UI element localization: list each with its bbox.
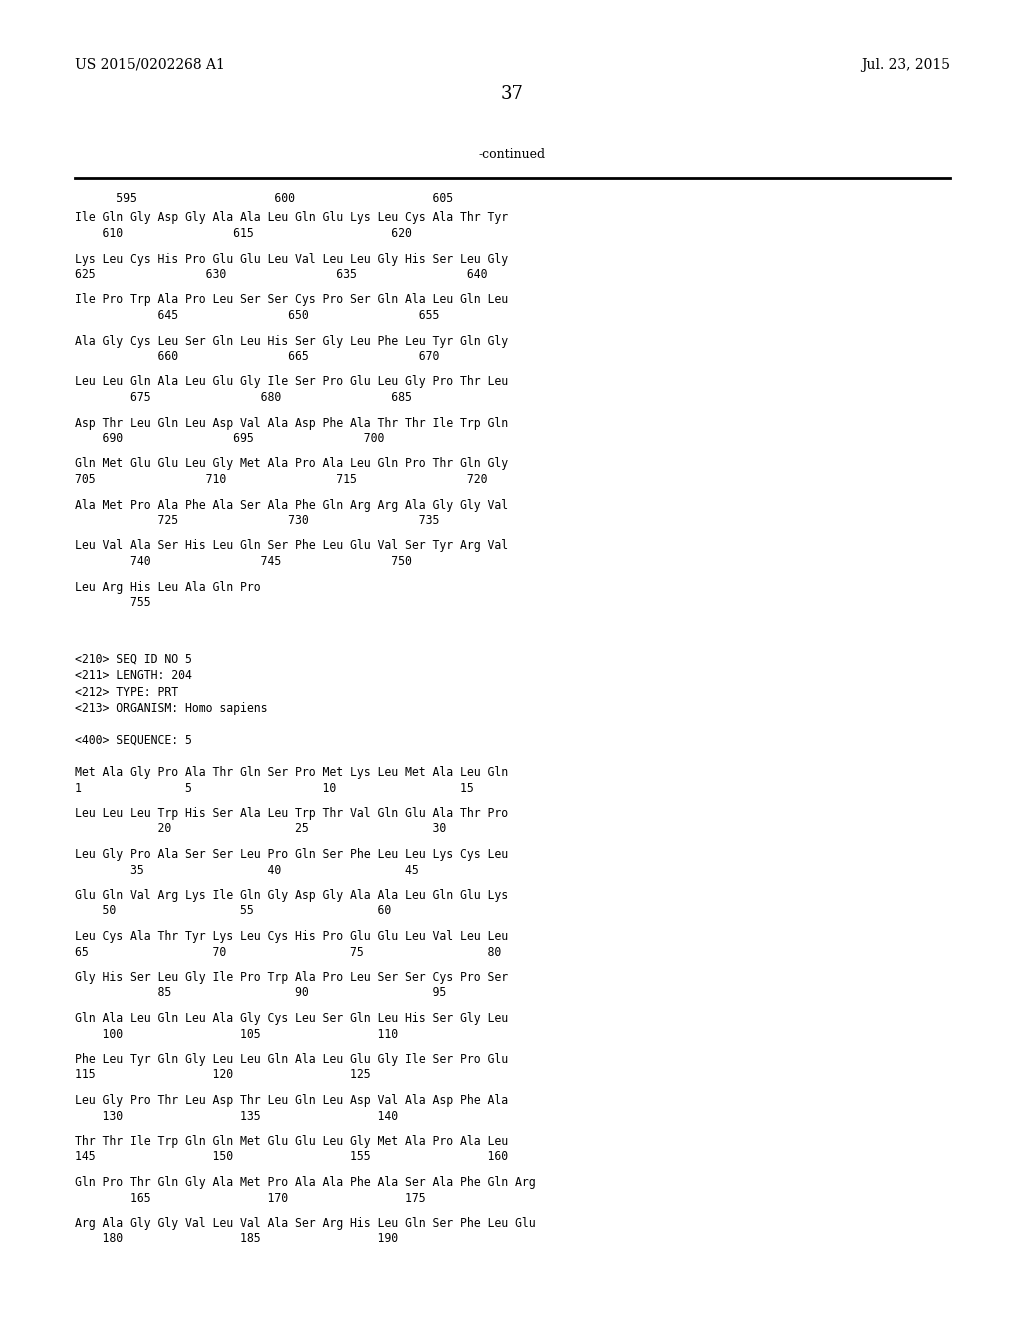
Text: 705                710                715                720: 705 710 715 720 bbox=[75, 473, 487, 486]
Text: Leu Val Ala Ser His Leu Gln Ser Phe Leu Glu Val Ser Tyr Arg Val: Leu Val Ala Ser His Leu Gln Ser Phe Leu … bbox=[75, 540, 508, 553]
Text: 740                745                750: 740 745 750 bbox=[75, 554, 412, 568]
Text: 35                  40                  45: 35 40 45 bbox=[75, 863, 419, 876]
Text: Ile Gln Gly Asp Gly Ala Ala Leu Gln Glu Lys Leu Cys Ala Thr Tyr: Ile Gln Gly Asp Gly Ala Ala Leu Gln Glu … bbox=[75, 211, 508, 224]
Text: 85                  90                  95: 85 90 95 bbox=[75, 986, 446, 999]
Text: Leu Leu Gln Ala Leu Glu Gly Ile Ser Pro Glu Leu Gly Pro Thr Leu: Leu Leu Gln Ala Leu Glu Gly Ile Ser Pro … bbox=[75, 375, 508, 388]
Text: -continued: -continued bbox=[478, 148, 546, 161]
Text: Asp Thr Leu Gln Leu Asp Val Ala Asp Phe Ala Thr Thr Ile Trp Gln: Asp Thr Leu Gln Leu Asp Val Ala Asp Phe … bbox=[75, 417, 508, 429]
Text: Leu Leu Leu Trp His Ser Ala Leu Trp Thr Val Gln Glu Ala Thr Pro: Leu Leu Leu Trp His Ser Ala Leu Trp Thr … bbox=[75, 807, 508, 820]
Text: Gln Met Glu Glu Leu Gly Met Ala Pro Ala Leu Gln Pro Thr Gln Gly: Gln Met Glu Glu Leu Gly Met Ala Pro Ala … bbox=[75, 458, 508, 470]
Text: Leu Gly Pro Thr Leu Asp Thr Leu Gln Leu Asp Val Ala Asp Phe Ala: Leu Gly Pro Thr Leu Asp Thr Leu Gln Leu … bbox=[75, 1094, 508, 1107]
Text: 610                615                    620: 610 615 620 bbox=[75, 227, 412, 240]
Text: 690                695                700: 690 695 700 bbox=[75, 432, 384, 445]
Text: 65                  70                  75                  80: 65 70 75 80 bbox=[75, 945, 502, 958]
Text: Leu Cys Ala Thr Tyr Lys Leu Cys His Pro Glu Glu Leu Val Leu Leu: Leu Cys Ala Thr Tyr Lys Leu Cys His Pro … bbox=[75, 931, 508, 942]
Text: 37: 37 bbox=[501, 84, 523, 103]
Text: Lys Leu Cys His Pro Glu Glu Leu Val Leu Leu Gly His Ser Leu Gly: Lys Leu Cys His Pro Glu Glu Leu Val Leu … bbox=[75, 252, 508, 265]
Text: 595                    600                    605: 595 600 605 bbox=[75, 191, 454, 205]
Text: Ile Pro Trp Ala Pro Leu Ser Ser Cys Pro Ser Gln Ala Leu Gln Leu: Ile Pro Trp Ala Pro Leu Ser Ser Cys Pro … bbox=[75, 293, 508, 306]
Text: 20                  25                  30: 20 25 30 bbox=[75, 822, 446, 836]
Text: Ala Met Pro Ala Phe Ala Ser Ala Phe Gln Arg Arg Ala Gly Gly Val: Ala Met Pro Ala Phe Ala Ser Ala Phe Gln … bbox=[75, 499, 508, 511]
Text: 645                650                655: 645 650 655 bbox=[75, 309, 439, 322]
Text: 660                665                670: 660 665 670 bbox=[75, 350, 439, 363]
Text: <212> TYPE: PRT: <212> TYPE: PRT bbox=[75, 685, 178, 698]
Text: Gln Ala Leu Gln Leu Ala Gly Cys Leu Ser Gln Leu His Ser Gly Leu: Gln Ala Leu Gln Leu Ala Gly Cys Leu Ser … bbox=[75, 1012, 508, 1026]
Text: 50                  55                  60: 50 55 60 bbox=[75, 904, 391, 917]
Text: Arg Ala Gly Gly Val Leu Val Ala Ser Arg His Leu Gln Ser Phe Leu Glu: Arg Ala Gly Gly Val Leu Val Ala Ser Arg … bbox=[75, 1217, 536, 1230]
Text: Gln Pro Thr Gln Gly Ala Met Pro Ala Ala Phe Ala Ser Ala Phe Gln Arg: Gln Pro Thr Gln Gly Ala Met Pro Ala Ala … bbox=[75, 1176, 536, 1189]
Text: 1               5                   10                  15: 1 5 10 15 bbox=[75, 781, 474, 795]
Text: 115                 120                 125: 115 120 125 bbox=[75, 1068, 371, 1081]
Text: 180                 185                 190: 180 185 190 bbox=[75, 1233, 398, 1246]
Text: Glu Gln Val Arg Lys Ile Gln Gly Asp Gly Ala Ala Leu Gln Glu Lys: Glu Gln Val Arg Lys Ile Gln Gly Asp Gly … bbox=[75, 888, 508, 902]
Text: Phe Leu Tyr Gln Gly Leu Leu Gln Ala Leu Glu Gly Ile Ser Pro Glu: Phe Leu Tyr Gln Gly Leu Leu Gln Ala Leu … bbox=[75, 1053, 508, 1067]
Text: 675                680                685: 675 680 685 bbox=[75, 391, 412, 404]
Text: Leu Arg His Leu Ala Gln Pro: Leu Arg His Leu Ala Gln Pro bbox=[75, 581, 261, 594]
Text: 725                730                735: 725 730 735 bbox=[75, 513, 439, 527]
Text: Met Ala Gly Pro Ala Thr Gln Ser Pro Met Lys Leu Met Ala Leu Gln: Met Ala Gly Pro Ala Thr Gln Ser Pro Met … bbox=[75, 766, 508, 779]
Text: Thr Thr Ile Trp Gln Gln Met Glu Glu Leu Gly Met Ala Pro Ala Leu: Thr Thr Ile Trp Gln Gln Met Glu Glu Leu … bbox=[75, 1135, 508, 1148]
Text: 165                 170                 175: 165 170 175 bbox=[75, 1192, 426, 1204]
Text: Leu Gly Pro Ala Ser Ser Leu Pro Gln Ser Phe Leu Leu Lys Cys Leu: Leu Gly Pro Ala Ser Ser Leu Pro Gln Ser … bbox=[75, 847, 508, 861]
Text: Gly His Ser Leu Gly Ile Pro Trp Ala Pro Leu Ser Ser Cys Pro Ser: Gly His Ser Leu Gly Ile Pro Trp Ala Pro … bbox=[75, 972, 508, 983]
Text: <213> ORGANISM: Homo sapiens: <213> ORGANISM: Homo sapiens bbox=[75, 702, 267, 715]
Text: 145                 150                 155                 160: 145 150 155 160 bbox=[75, 1151, 508, 1163]
Text: US 2015/0202268 A1: US 2015/0202268 A1 bbox=[75, 58, 225, 73]
Text: <400> SEQUENCE: 5: <400> SEQUENCE: 5 bbox=[75, 734, 191, 747]
Text: 130                 135                 140: 130 135 140 bbox=[75, 1110, 398, 1122]
Text: 755: 755 bbox=[75, 597, 151, 609]
Text: Jul. 23, 2015: Jul. 23, 2015 bbox=[861, 58, 950, 73]
Text: <211> LENGTH: 204: <211> LENGTH: 204 bbox=[75, 669, 191, 682]
Text: <210> SEQ ID NO 5: <210> SEQ ID NO 5 bbox=[75, 652, 191, 665]
Text: Ala Gly Cys Leu Ser Gln Leu His Ser Gly Leu Phe Leu Tyr Gln Gly: Ala Gly Cys Leu Ser Gln Leu His Ser Gly … bbox=[75, 334, 508, 347]
Text: 100                 105                 110: 100 105 110 bbox=[75, 1027, 398, 1040]
Text: 625                630                635                640: 625 630 635 640 bbox=[75, 268, 487, 281]
